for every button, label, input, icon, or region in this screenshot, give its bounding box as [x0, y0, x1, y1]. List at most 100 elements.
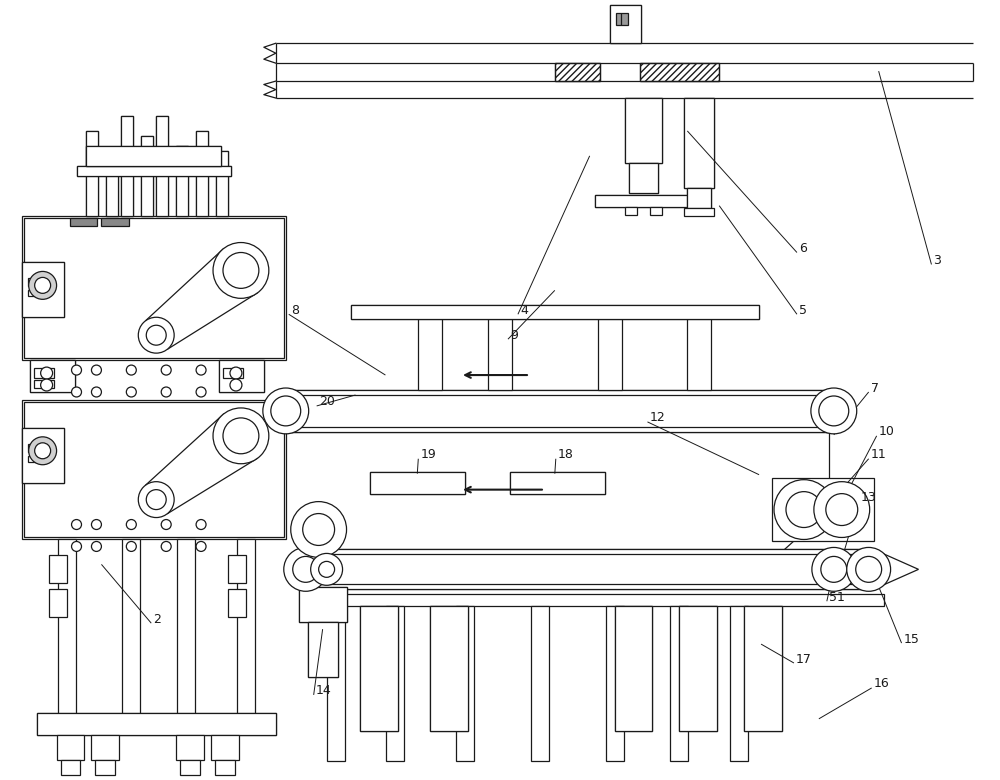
Bar — [121, 116, 133, 215]
Bar — [228, 555, 246, 583]
Text: 17: 17 — [796, 653, 812, 665]
Bar — [34, 380, 54, 388]
Bar — [360, 606, 398, 731]
Text: 9: 9 — [510, 328, 518, 342]
Bar — [22, 215, 286, 360]
Circle shape — [161, 519, 171, 530]
Bar — [34, 368, 54, 378]
Circle shape — [91, 365, 101, 375]
Text: 19: 19 — [420, 448, 436, 461]
Bar — [670, 606, 688, 760]
Bar — [77, 166, 231, 176]
Text: 11: 11 — [871, 448, 886, 461]
Bar — [640, 63, 719, 81]
Circle shape — [126, 541, 136, 551]
Circle shape — [91, 387, 101, 397]
Bar — [306, 549, 869, 589]
Circle shape — [161, 387, 171, 397]
Circle shape — [821, 556, 847, 583]
Circle shape — [196, 365, 206, 375]
Bar — [286, 390, 834, 432]
Text: 5: 5 — [799, 303, 807, 317]
Bar — [687, 188, 711, 207]
Bar — [176, 146, 188, 215]
Circle shape — [161, 365, 171, 375]
Circle shape — [826, 494, 858, 526]
Text: 16: 16 — [874, 678, 889, 690]
Circle shape — [41, 367, 53, 379]
Bar — [510, 472, 605, 494]
Bar — [219, 360, 264, 392]
Bar — [22, 428, 64, 483]
Bar — [510, 472, 605, 494]
Bar — [351, 305, 759, 319]
Bar — [223, 368, 243, 378]
Bar — [215, 760, 235, 775]
Bar — [61, 760, 80, 775]
Circle shape — [72, 387, 81, 397]
Bar — [687, 315, 711, 390]
Circle shape — [35, 278, 51, 293]
Circle shape — [161, 541, 171, 551]
Bar — [370, 472, 465, 494]
Circle shape — [819, 396, 849, 426]
Circle shape — [196, 519, 206, 530]
Bar — [156, 116, 168, 215]
Text: 7: 7 — [871, 381, 879, 395]
Bar — [299, 587, 347, 622]
Bar — [30, 360, 75, 392]
Bar — [156, 116, 168, 215]
Bar — [625, 98, 662, 163]
Circle shape — [138, 482, 174, 518]
Circle shape — [146, 325, 166, 346]
Bar — [28, 290, 46, 296]
Bar — [91, 735, 119, 760]
Circle shape — [91, 541, 101, 551]
Circle shape — [812, 548, 856, 591]
Bar — [360, 606, 398, 731]
Bar — [22, 400, 286, 540]
Bar — [650, 207, 662, 215]
Circle shape — [72, 541, 81, 551]
Circle shape — [774, 480, 834, 540]
Bar — [684, 98, 714, 188]
Bar — [370, 472, 465, 494]
Circle shape — [35, 443, 51, 459]
Bar — [299, 587, 347, 622]
Text: 2: 2 — [153, 612, 161, 626]
Bar — [86, 131, 98, 215]
Bar — [684, 98, 714, 188]
Text: 6: 6 — [799, 242, 807, 255]
Bar — [386, 606, 404, 760]
Bar — [58, 540, 76, 714]
Circle shape — [814, 482, 870, 537]
Bar — [86, 146, 221, 166]
Circle shape — [41, 379, 53, 391]
Bar — [744, 606, 782, 731]
Polygon shape — [874, 549, 919, 589]
Bar — [24, 402, 284, 537]
Circle shape — [196, 387, 206, 397]
Bar — [306, 549, 869, 589]
Text: 20: 20 — [319, 395, 335, 409]
Bar — [625, 207, 637, 215]
Circle shape — [223, 253, 259, 289]
Bar — [28, 278, 46, 286]
Bar — [30, 360, 75, 392]
Circle shape — [856, 556, 882, 583]
Bar — [28, 456, 46, 462]
Bar — [216, 151, 228, 215]
Bar — [629, 163, 658, 193]
Bar — [121, 116, 133, 215]
Bar — [28, 444, 46, 452]
Bar — [595, 195, 694, 207]
Bar — [57, 735, 84, 760]
Bar — [228, 589, 246, 617]
Bar — [37, 713, 276, 735]
Text: 8: 8 — [291, 303, 299, 317]
Bar — [141, 136, 153, 215]
Circle shape — [230, 367, 242, 379]
Circle shape — [847, 548, 891, 591]
Circle shape — [146, 490, 166, 509]
Bar — [606, 606, 624, 760]
